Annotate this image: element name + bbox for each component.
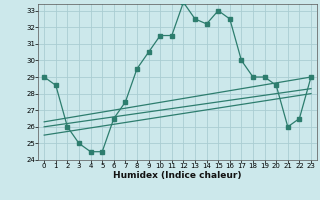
X-axis label: Humidex (Indice chaleur): Humidex (Indice chaleur) <box>113 171 242 180</box>
